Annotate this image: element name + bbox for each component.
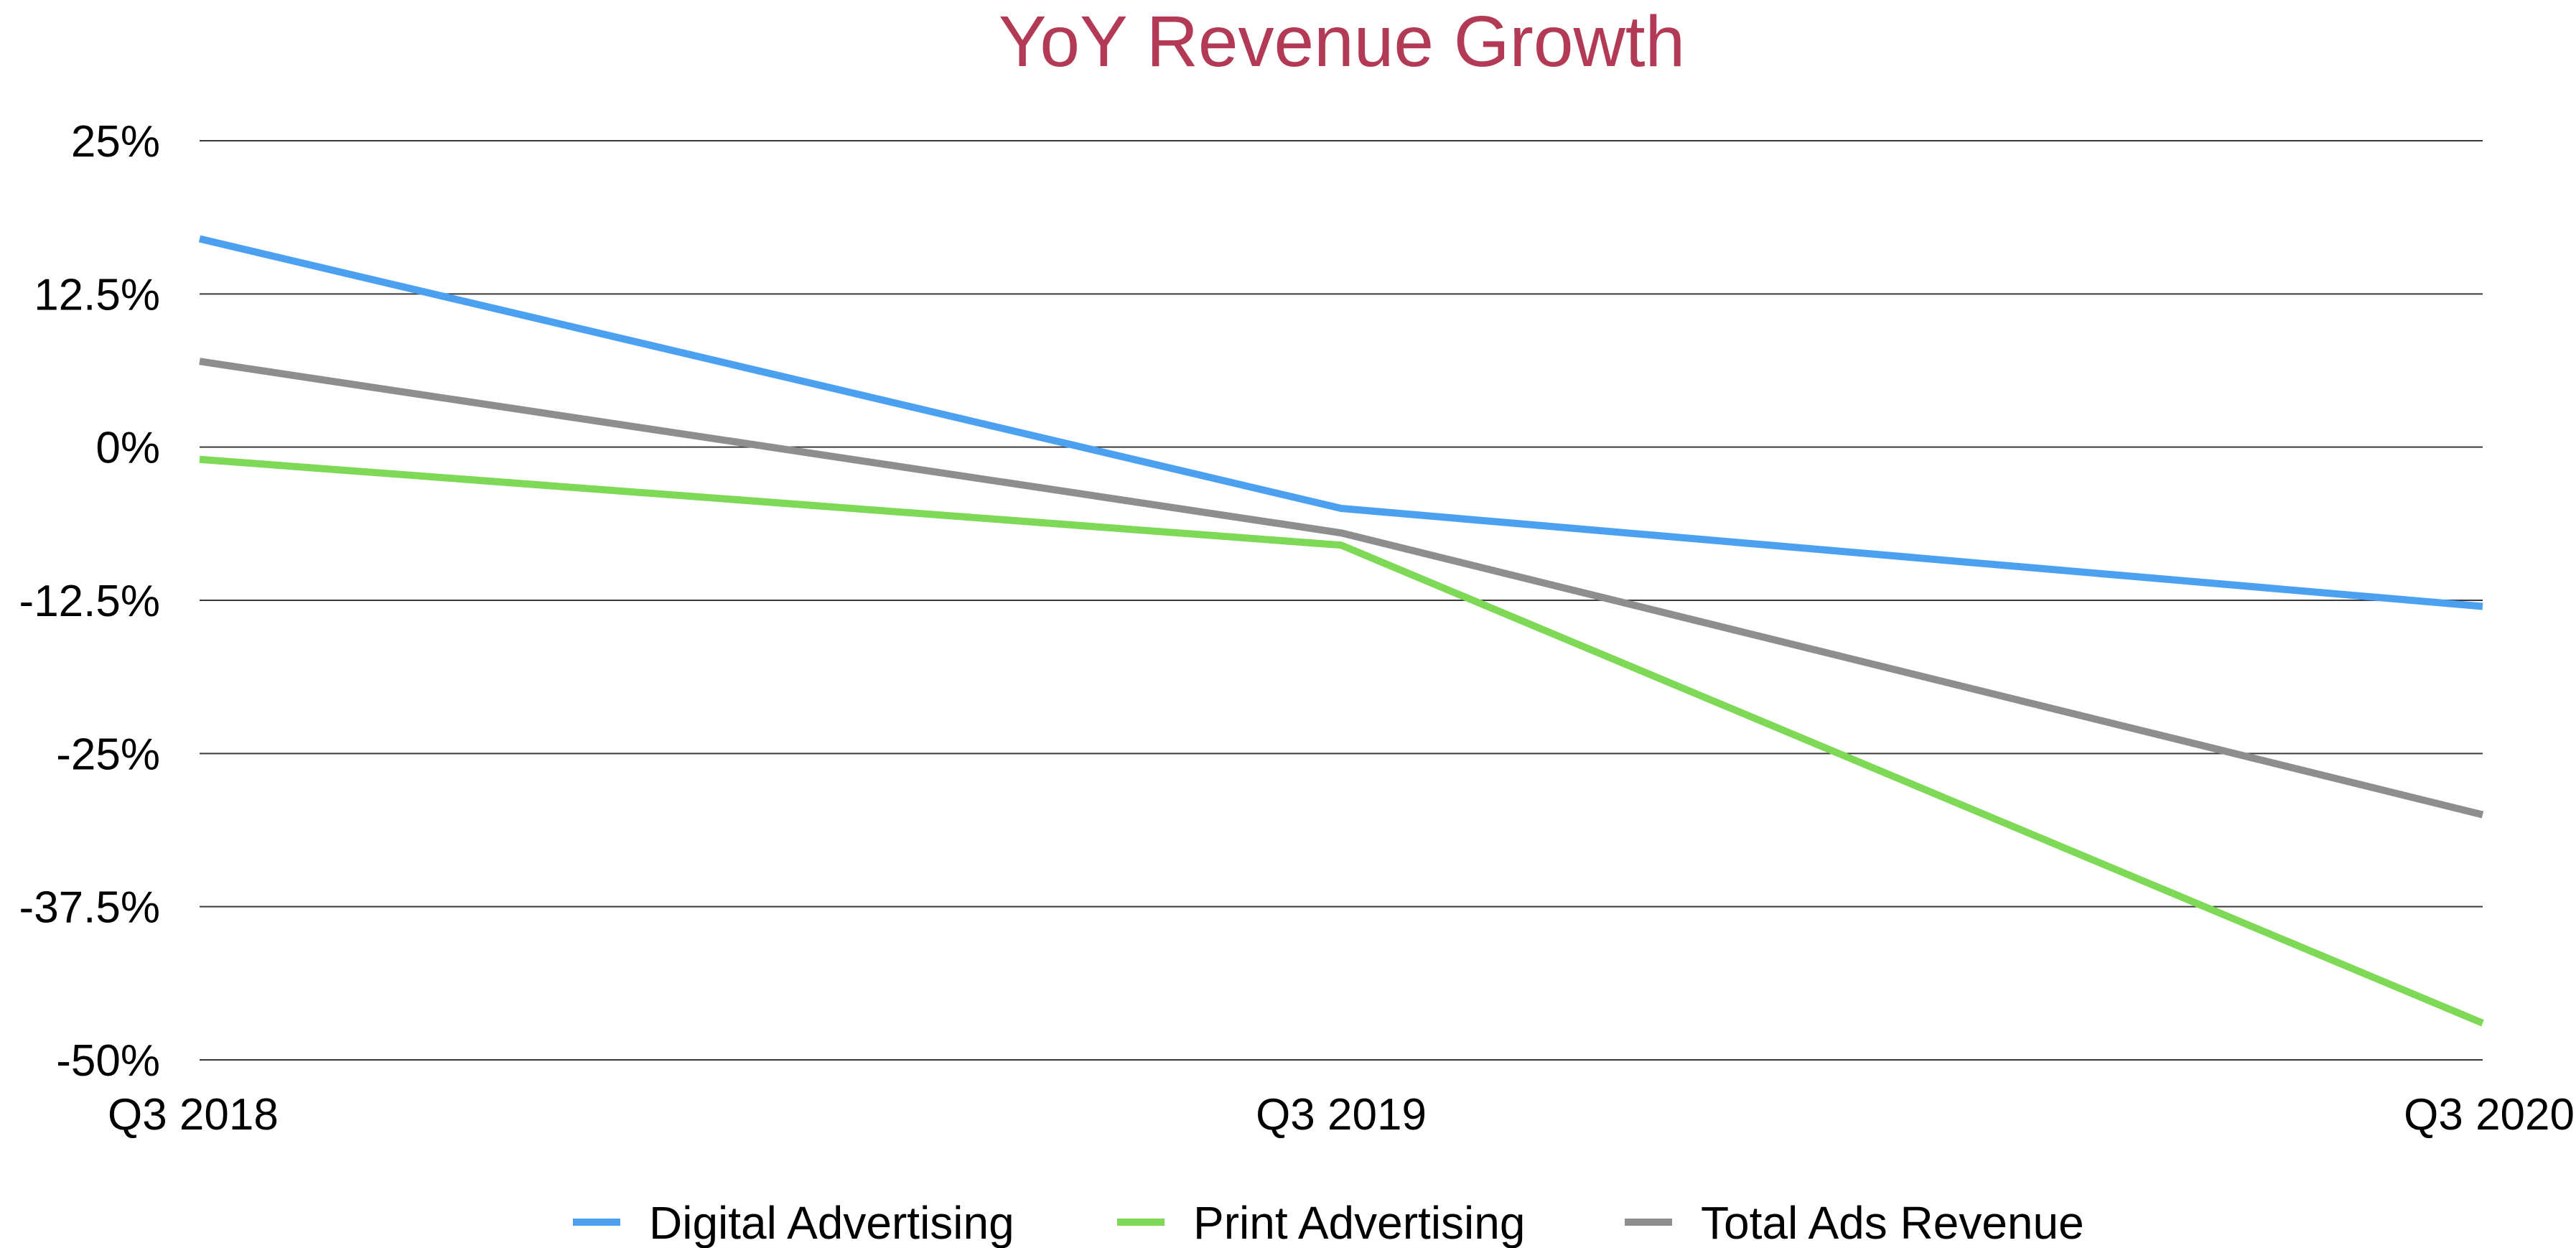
- y-tick-label: -50%: [56, 1036, 160, 1086]
- legend: Digital Advertising Print Advertising Tota…: [573, 1197, 2084, 1248]
- y-tick-label: 12.5%: [34, 270, 160, 320]
- y-tick-label: -25%: [56, 730, 160, 779]
- legend-label: Print Advertising: [1193, 1197, 1525, 1248]
- y-axis-tick-labels: 25% 12.5% 0% -12.5% -25% -37.5% -50%: [19, 117, 160, 1086]
- x-tick-label: Q3 2019: [1256, 1090, 1427, 1140]
- y-tick-label: -37.5%: [19, 883, 160, 933]
- series-line-digital-advertising: [198, 235, 2483, 610]
- legend-label: Digital Advertising: [649, 1197, 1014, 1248]
- x-tick-label: Q3 2020: [2404, 1090, 2575, 1140]
- y-tick-label: 25%: [71, 117, 160, 167]
- gridlines: [200, 140, 2483, 1061]
- chart-title: YoY Revenue Growth: [999, 1, 1685, 82]
- x-tick-label: Q3 2018: [108, 1090, 279, 1140]
- series-line-total-ads-revenue: [199, 358, 2484, 819]
- series-line-print-advertising: [199, 455, 2484, 1027]
- x-axis-tick-labels: Q3 2018 Q3 2019 Q3 2020: [108, 1090, 2575, 1140]
- y-tick-label: -12.5%: [19, 577, 160, 626]
- series-lines: [198, 235, 2484, 1027]
- legend-label: Total Ads Revenue: [1701, 1197, 2084, 1248]
- y-tick-label: 0%: [95, 424, 160, 473]
